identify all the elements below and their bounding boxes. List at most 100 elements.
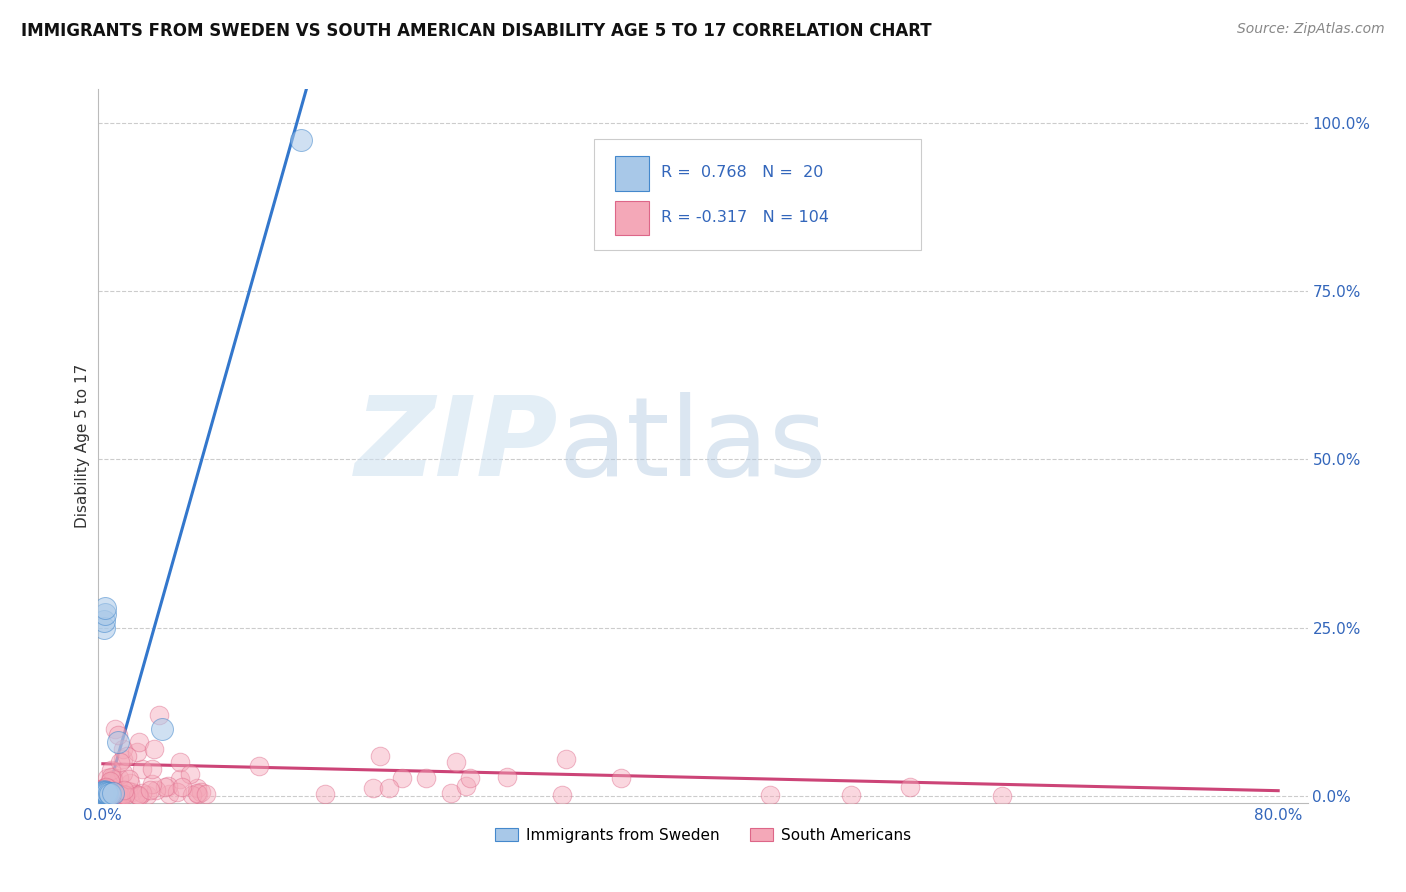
Point xyxy=(179,766,201,780)
Point xyxy=(118,776,141,790)
Point xyxy=(93,781,115,796)
Point xyxy=(112,787,135,801)
Text: atlas: atlas xyxy=(558,392,827,500)
Point xyxy=(107,729,129,743)
Point xyxy=(157,779,180,793)
Point xyxy=(91,780,114,795)
Point xyxy=(440,786,463,800)
Point xyxy=(104,786,127,800)
Point xyxy=(96,771,118,785)
Point xyxy=(118,772,141,786)
Point xyxy=(100,763,122,777)
Point xyxy=(93,786,115,800)
Point xyxy=(105,789,128,803)
Point xyxy=(555,752,578,766)
Point xyxy=(93,621,115,635)
Point xyxy=(166,785,188,799)
Point xyxy=(378,780,401,795)
Point xyxy=(100,770,122,784)
Point xyxy=(91,787,114,801)
FancyBboxPatch shape xyxy=(595,139,921,250)
Point xyxy=(96,789,118,803)
Point xyxy=(98,774,121,789)
Point xyxy=(93,783,115,797)
Text: IMMIGRANTS FROM SWEDEN VS SOUTH AMERICAN DISABILITY AGE 5 TO 17 CORRELATION CHAR: IMMIGRANTS FROM SWEDEN VS SOUTH AMERICAN… xyxy=(21,22,932,40)
Point xyxy=(115,748,138,763)
Point xyxy=(368,748,391,763)
Point xyxy=(190,785,212,799)
Y-axis label: Disability Age 5 to 17: Disability Age 5 to 17 xyxy=(75,364,90,528)
Point xyxy=(100,783,122,797)
Point xyxy=(101,773,124,788)
Point xyxy=(141,762,163,776)
Point xyxy=(112,742,135,756)
Point xyxy=(97,786,120,800)
Point xyxy=(127,788,149,802)
Point xyxy=(111,787,134,801)
Point xyxy=(121,785,143,799)
Point xyxy=(107,787,129,801)
Point xyxy=(93,784,115,798)
Point xyxy=(391,771,413,785)
Point xyxy=(128,735,150,749)
Point xyxy=(93,785,115,799)
Point xyxy=(96,780,118,794)
Point xyxy=(104,722,127,736)
Point xyxy=(496,771,519,785)
Text: R = -0.317   N = 104: R = -0.317 N = 104 xyxy=(661,211,828,225)
Point xyxy=(93,785,115,799)
Point xyxy=(112,782,135,797)
Point xyxy=(114,788,136,802)
Point xyxy=(100,788,122,802)
Point xyxy=(153,780,176,794)
Point xyxy=(94,786,117,800)
Point xyxy=(181,788,204,802)
Point xyxy=(96,786,118,800)
Point xyxy=(136,788,159,802)
Point xyxy=(610,771,633,785)
Point xyxy=(94,786,117,800)
Point xyxy=(93,780,115,795)
Text: Source: ZipAtlas.com: Source: ZipAtlas.com xyxy=(1237,22,1385,37)
Point xyxy=(169,755,191,769)
Point xyxy=(101,788,124,802)
Point xyxy=(107,789,129,803)
Point xyxy=(186,786,208,800)
Point xyxy=(415,771,437,785)
Point xyxy=(169,772,191,787)
Point xyxy=(98,789,121,803)
Point xyxy=(97,785,120,799)
Point xyxy=(108,771,131,785)
Point xyxy=(157,787,180,801)
Point xyxy=(112,766,135,780)
Point xyxy=(101,770,124,784)
Point xyxy=(111,788,134,802)
Point xyxy=(96,782,118,797)
Legend: Immigrants from Sweden, South Americans: Immigrants from Sweden, South Americans xyxy=(489,822,917,848)
Point xyxy=(100,776,122,790)
Point xyxy=(898,780,921,795)
Point xyxy=(117,783,139,797)
Point xyxy=(143,742,166,756)
Point xyxy=(93,607,115,622)
Point xyxy=(458,772,481,786)
Point xyxy=(361,780,384,795)
FancyBboxPatch shape xyxy=(614,156,648,191)
Point xyxy=(108,787,131,801)
Point xyxy=(101,786,124,800)
Point xyxy=(100,775,122,789)
Point xyxy=(94,787,117,801)
Point xyxy=(97,780,120,795)
Point xyxy=(131,762,153,776)
Point xyxy=(108,756,131,770)
Point xyxy=(150,722,173,736)
Point xyxy=(125,787,148,801)
Point xyxy=(551,788,574,802)
Point xyxy=(187,787,209,801)
Point xyxy=(990,789,1012,803)
Point xyxy=(125,745,148,759)
Point xyxy=(98,789,121,803)
Point xyxy=(759,788,782,802)
Point xyxy=(94,785,117,799)
Point xyxy=(148,708,170,723)
